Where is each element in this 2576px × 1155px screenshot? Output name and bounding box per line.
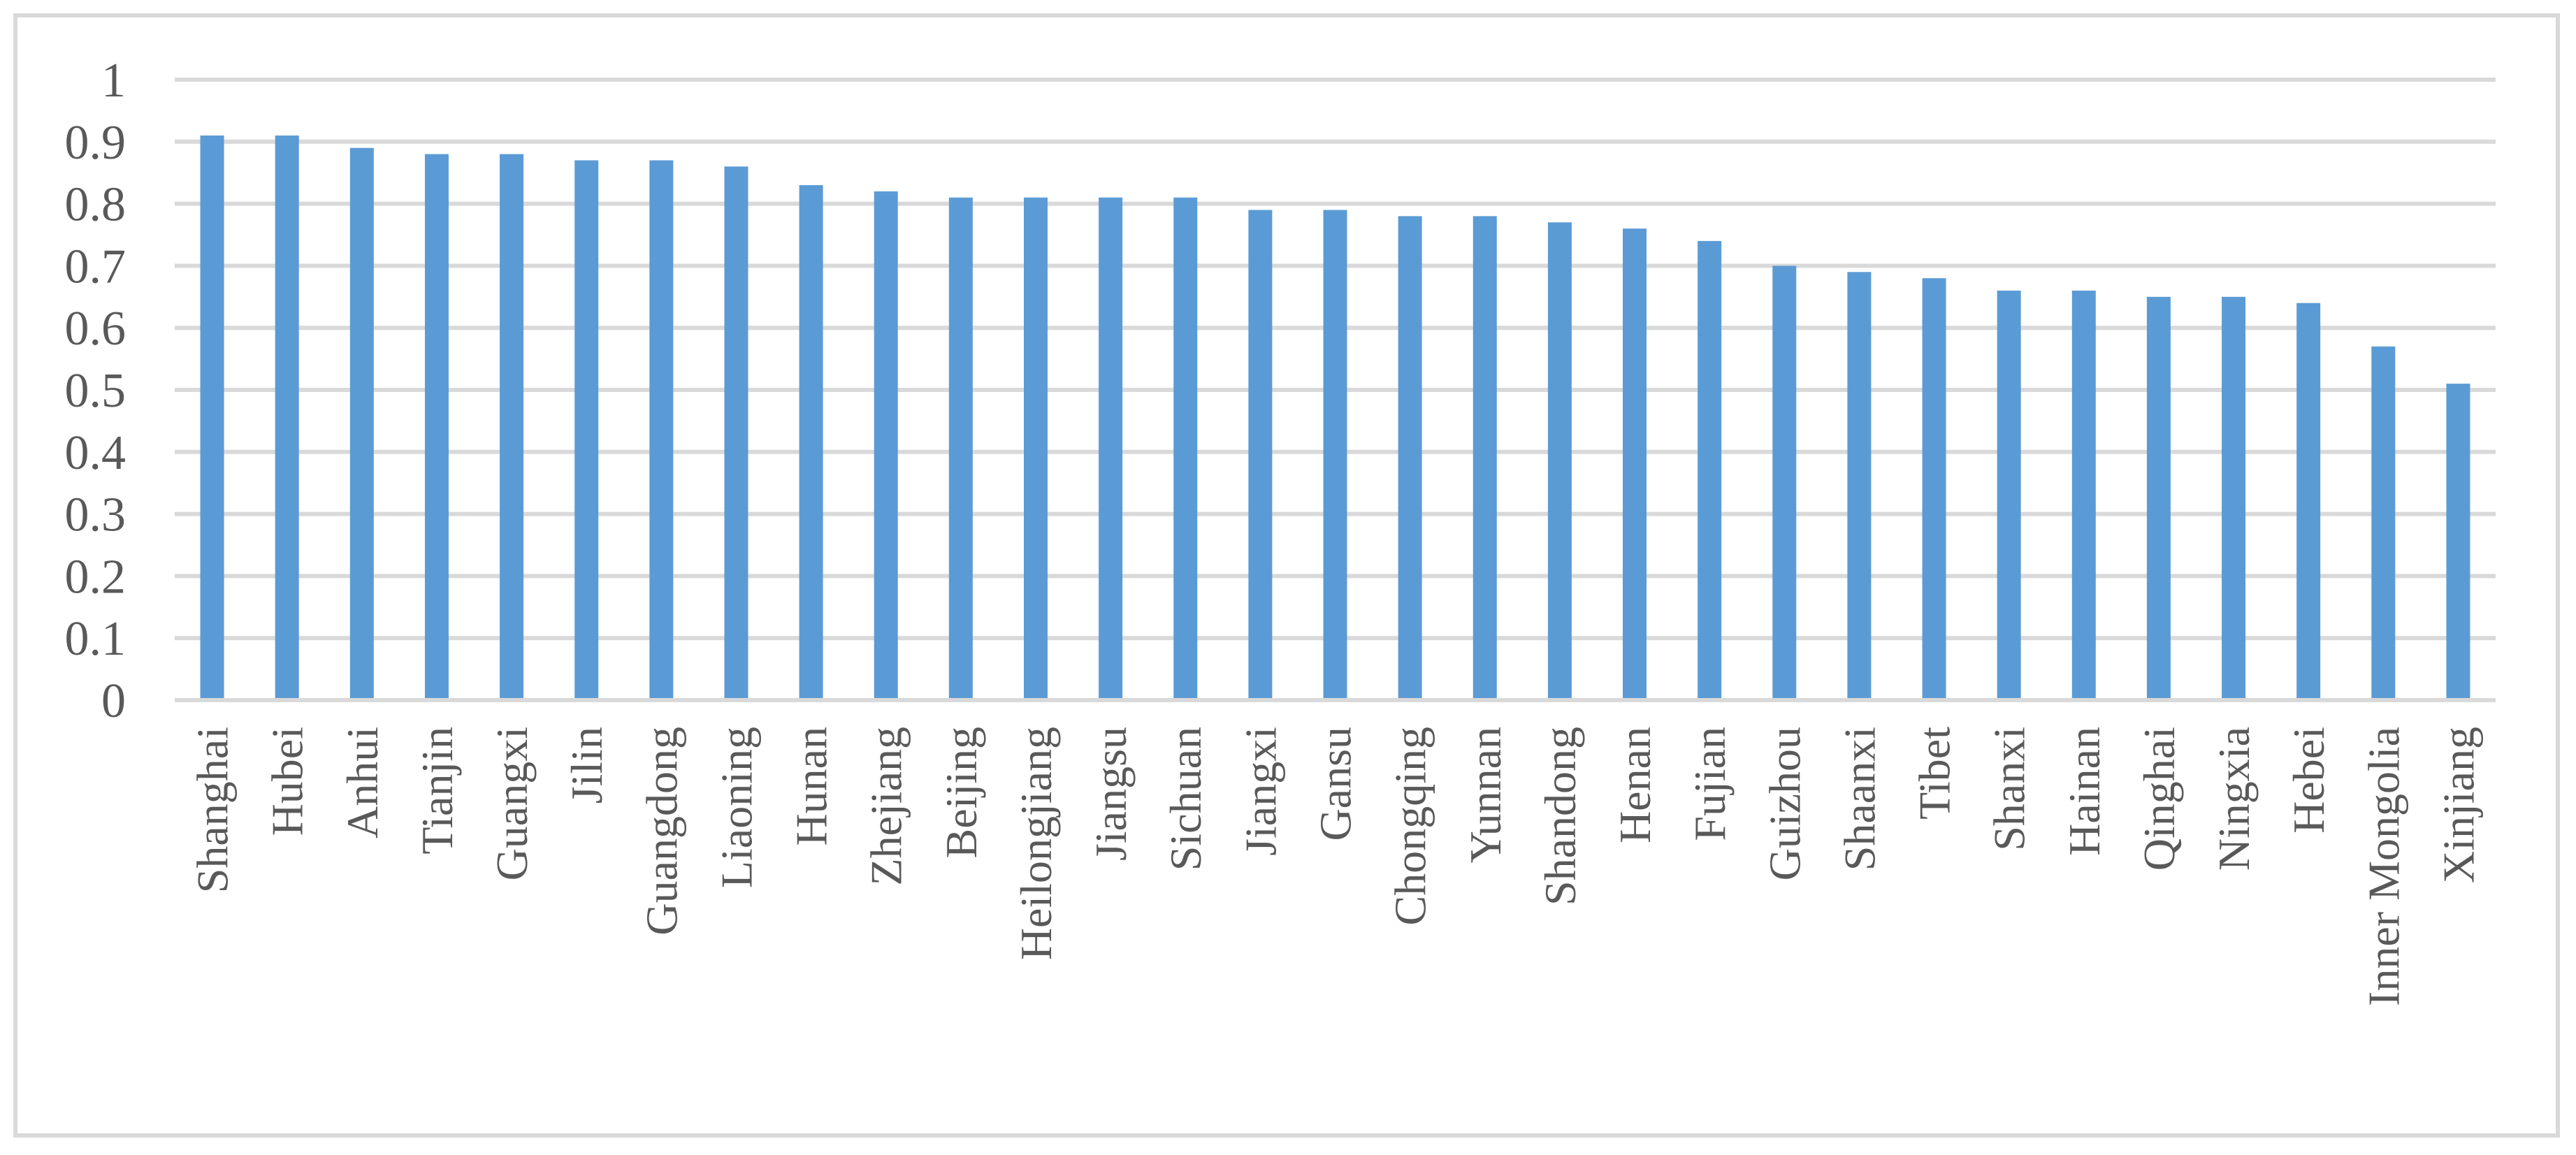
bar-henan <box>1623 228 1647 698</box>
x-tick-label: Qinghai <box>2134 727 2184 871</box>
y-tick-label: 0 <box>101 674 126 728</box>
y-tick-label: 0.9 <box>65 116 126 170</box>
x-tick-label: Chongqing <box>1386 727 1435 925</box>
y-tick-label: 0.7 <box>65 240 126 293</box>
bar-guizhou <box>1772 266 1797 698</box>
x-tick-label: Zhejiang <box>862 727 911 885</box>
x-tick-label: Jiangsu <box>1086 727 1136 861</box>
bar-shandong <box>1547 222 1572 698</box>
bar-jilin <box>574 160 599 698</box>
y-tick-label: 0.5 <box>65 364 126 418</box>
x-tick-label: Guangdong <box>637 727 686 936</box>
bar-hainan <box>2071 290 2096 698</box>
bar-shanxi <box>1997 290 2021 698</box>
bar-tianjin <box>424 154 449 698</box>
bar-hebei <box>2296 303 2321 698</box>
bar-guangxi <box>500 154 524 698</box>
bar-shanghai <box>200 135 224 699</box>
bar-liaoning <box>724 166 748 698</box>
bar-yunnan <box>1472 216 1497 698</box>
bar-qinghai <box>2146 296 2171 698</box>
x-tick-label: Ningxia <box>2209 727 2259 871</box>
x-tick-label: Guizhou <box>1760 727 1809 880</box>
x-tick-label: Shandong <box>1535 727 1585 906</box>
bar-tibet <box>1922 278 1946 698</box>
x-tick-label: Gansu <box>1311 727 1361 841</box>
bar-chongqing <box>1398 216 1422 698</box>
bar-anhui <box>349 147 374 698</box>
bar-shaanxi <box>1847 272 1872 698</box>
x-tick-label: Yunnan <box>1461 727 1510 864</box>
y-tick-label: 0.3 <box>65 488 126 542</box>
x-tick-label: Hunan <box>787 727 837 846</box>
x-tick-label: Shanghai <box>188 727 238 893</box>
x-tick-label: Hebei <box>2284 727 2333 834</box>
x-tick-label: Henan <box>1610 727 1660 843</box>
x-tick-label: Shanxi <box>1985 727 2034 851</box>
x-tick-label: Tianjin <box>412 727 462 855</box>
bar-jiangxi <box>1248 210 1273 699</box>
bar-sichuan <box>1173 197 1198 699</box>
x-tick-label: Hubei <box>263 727 312 836</box>
bar-zhejiang <box>874 191 898 699</box>
bar-jiangsu <box>1099 197 1123 699</box>
bar-ningxia <box>2222 296 2246 698</box>
bar-hunan <box>799 184 823 699</box>
bar-guangdong <box>649 160 674 698</box>
bar-hubei <box>275 135 299 699</box>
x-tick-label: Jilin <box>562 727 612 804</box>
bar-beijing <box>948 197 973 699</box>
x-tick-label: Xinjiang <box>2433 727 2483 883</box>
y-tick-label: 1 <box>101 54 126 108</box>
y-tick-label: 0.1 <box>65 612 126 666</box>
x-tick-label: Hainan <box>2060 727 2109 856</box>
x-tick-label: Inner Mongolia <box>2359 727 2408 1006</box>
y-tick-label: 0.4 <box>65 426 126 480</box>
x-tick-label: Anhui <box>338 727 387 838</box>
x-tick-label: Liaoning <box>711 727 761 888</box>
x-tick-label: Heilongjiang <box>1011 727 1061 960</box>
x-tick-label: Jiangxi <box>1236 727 1285 856</box>
bar-gansu <box>1323 210 1347 699</box>
y-tick-label: 0.2 <box>65 550 126 604</box>
x-tick-label: Shaanxi <box>1835 727 1884 871</box>
x-tick-label: Fujian <box>1685 727 1735 841</box>
x-tick-label: Guangxi <box>487 727 537 880</box>
x-tick-label: Sichuan <box>1161 727 1210 871</box>
bar-heilongjiang <box>1023 197 1048 699</box>
bar-fujian <box>1698 240 1722 698</box>
bar-xinjiang <box>2446 384 2470 698</box>
y-tick-label: 0.8 <box>65 178 126 232</box>
x-tick-label: Tibet <box>1910 727 1960 820</box>
y-tick-label: 0.6 <box>65 302 126 356</box>
x-tick-label: Beijing <box>936 727 986 858</box>
bar-inner-mongolia <box>2371 346 2396 698</box>
